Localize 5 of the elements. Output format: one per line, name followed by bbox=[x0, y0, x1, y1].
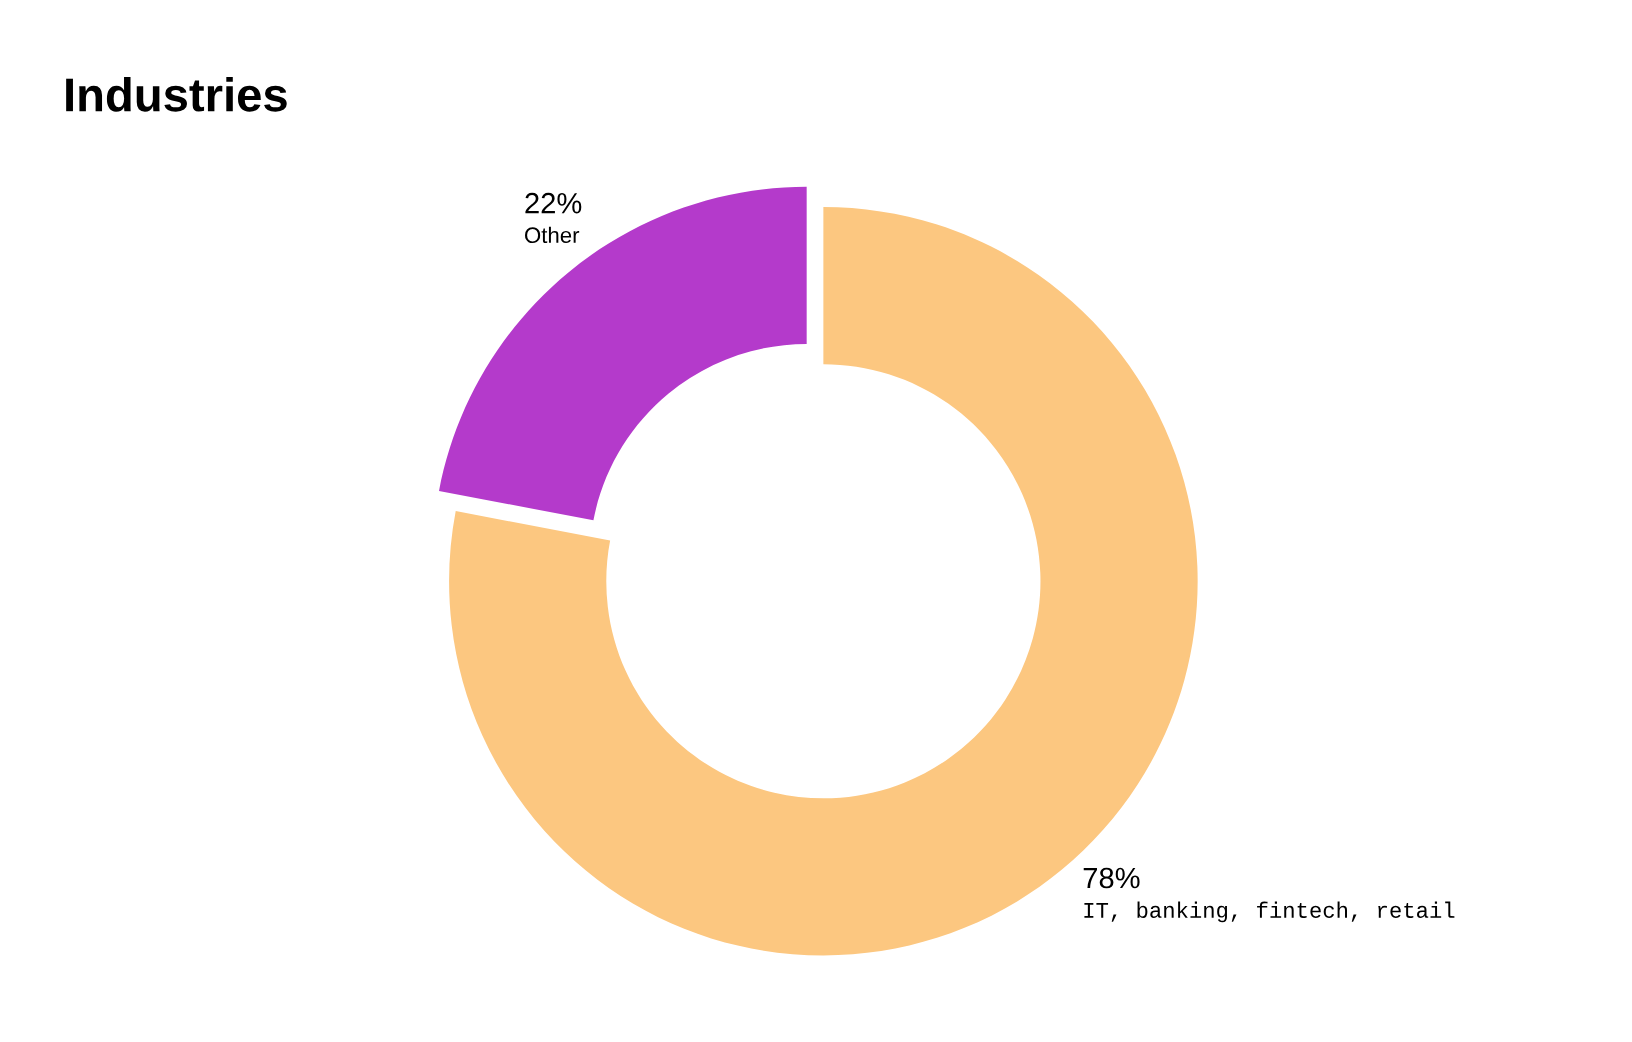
data-label: 78% bbox=[1083, 867, 1140, 889]
slice-label: Other bbox=[525, 226, 580, 244]
slice-label: IT, banking, fintech, retail bbox=[1084, 901, 1455, 923]
chart-title: Industries bbox=[66, 76, 287, 112]
data-label: 22% bbox=[525, 192, 582, 214]
